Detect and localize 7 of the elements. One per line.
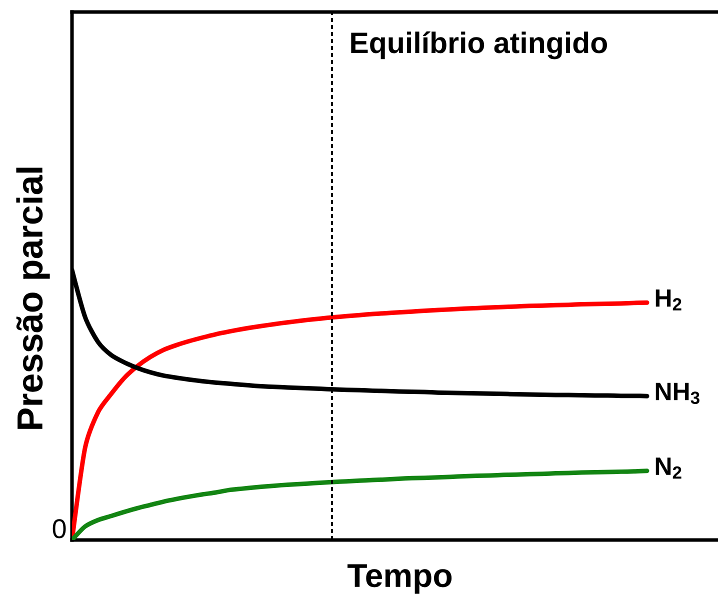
series-label: H$_{2}$	[656, 289, 682, 310]
text: Equilíbrio atingido	[351, 31, 608, 60]
y-axis-title: Pressão parcial	[16, 168, 50, 429]
annotation: 0	[52, 519, 66, 538]
series-label: N$_{2}$	[656, 458, 682, 479]
series-label: NH$_{3}$	[656, 382, 700, 404]
x-axis-title: Tempo	[348, 564, 452, 594]
